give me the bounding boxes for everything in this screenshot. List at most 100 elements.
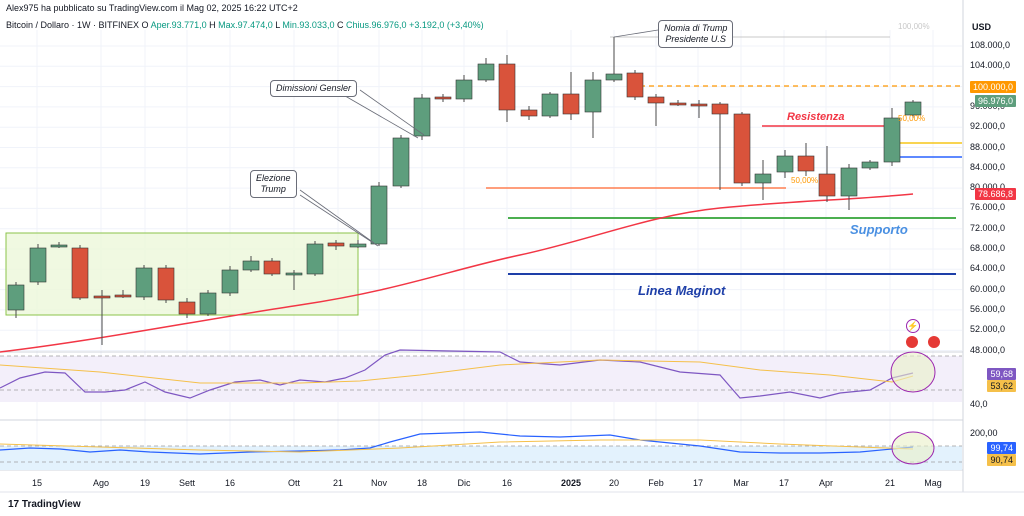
time-axis-tick: Feb <box>648 478 664 488</box>
candle-down <box>733 113 751 184</box>
time-axis-tick: 21 <box>884 478 896 488</box>
label-resistance[interactable]: Resistenza <box>787 111 845 123</box>
price-axis-tick: 52.000,0 <box>970 324 1006 335</box>
low-value: Min.93.033,0 <box>282 20 335 30</box>
candle-down <box>562 93 580 115</box>
candle-down <box>647 96 665 104</box>
time-axis-tick: 20 <box>608 478 620 488</box>
candle-up <box>7 284 25 311</box>
indicator-ma-line <box>0 439 914 453</box>
tag-last-price: 96.976,0 <box>974 95 1016 107</box>
time-axis-tick: 19 <box>139 478 151 488</box>
close-label: C <box>336 20 344 30</box>
candle-down <box>498 63 516 111</box>
time-axis-tick: Ott <box>287 478 301 488</box>
open-value: Aper.93.771,0 <box>150 20 207 30</box>
price-axis-tick: 64.000,0 <box>970 263 1006 274</box>
candle-down <box>818 173 836 197</box>
time-axis-tick: Mag <box>924 478 942 488</box>
price-axis-tick: 48.000,0 <box>970 344 1006 355</box>
candle-up <box>904 101 922 116</box>
candle-up <box>29 247 47 283</box>
tag-moving-average: 78.686,8 <box>974 188 1016 200</box>
candle-up <box>455 79 473 100</box>
publisher-line: Alex975 ha pubblicato su TradingView.com… <box>6 3 298 13</box>
price-axis-tick: 88.000,0 <box>970 141 1006 152</box>
price-axis-tick: 60.000,0 <box>970 283 1006 294</box>
candle-up <box>754 173 772 184</box>
candle-up <box>477 63 495 81</box>
time-axis-tick: 16 <box>224 478 236 488</box>
callout-election[interactable]: Elezione Trump <box>250 170 297 198</box>
tag-indicator-ma: 90,74 <box>987 454 1016 466</box>
faded-percent: 100,00% <box>898 22 930 31</box>
candle-down <box>797 155 815 172</box>
label-support[interactable]: Supporto <box>850 222 908 237</box>
price-axis-tick: 68.000,0 <box>970 243 1006 253</box>
candle-up <box>840 167 858 197</box>
tradingview-logo[interactable]: 17 TradingView <box>8 499 81 510</box>
candle-up <box>861 161 879 169</box>
time-axis-tick: 21 <box>332 478 344 488</box>
candle-down <box>71 247 89 299</box>
rsi-axis-tick: 40,0 <box>970 399 988 409</box>
tag-rsi: 59,68 <box>987 368 1016 380</box>
time-axis-tick: Mar <box>733 478 749 488</box>
candle-up <box>584 79 602 113</box>
price-axis-tick: 92.000,0 <box>970 121 1006 132</box>
candle-down <box>263 260 281 275</box>
price-axis-tick: 84.000,0 <box>970 161 1006 172</box>
candle-up <box>242 260 260 271</box>
open-label: O <box>141 20 149 30</box>
time-axis-tick: Apr <box>818 478 834 488</box>
callout-connector <box>339 92 419 139</box>
time-axis-tick: Dic <box>457 478 471 488</box>
candle-down <box>114 294 132 298</box>
currency-label[interactable]: USD <box>972 22 992 32</box>
us-flag-event-icon[interactable] <box>906 336 918 348</box>
price-axis-tick: 104.000,0 <box>970 60 1011 71</box>
candle-up <box>776 155 794 173</box>
candle-up <box>605 73 623 81</box>
time-axis-tick: 15 <box>31 478 43 488</box>
candle-up <box>306 243 324 275</box>
rsi-band <box>0 356 962 402</box>
lightning-event-icon[interactable]: ⚡ <box>906 319 920 333</box>
candle-up <box>349 243 367 248</box>
time-axis-tick: 17 <box>692 478 704 488</box>
indicator-axis-tick: 200,00 <box>970 428 998 438</box>
indicator-line <box>0 431 914 455</box>
fib-50-upper: 50,00% <box>898 114 926 123</box>
tv-logo-icon: 17 <box>8 499 20 510</box>
candle-down <box>711 103 729 115</box>
callout-gensler[interactable]: Dimissioni Gensler <box>270 80 358 97</box>
candle-up <box>883 117 901 163</box>
price-axis-tick: 80.000,0 <box>970 182 1005 192</box>
symbol-name[interactable]: Bitcoin / Dollaro · 1W · BITFINEX <box>6 20 140 30</box>
low-label: L <box>275 20 280 30</box>
candle-up <box>221 269 239 294</box>
indicator-band <box>0 446 962 470</box>
price-axis-tick: 72.000,0 <box>970 222 1006 233</box>
price-axis-tick: 108.000,0 <box>970 40 1011 50</box>
candle-up <box>413 97 431 137</box>
callout-connector <box>359 89 425 136</box>
callout-trump-nomination[interactable]: Nomia di Trump Presidente U.S <box>658 20 734 48</box>
rsi-ma-line <box>0 359 914 384</box>
label-maginot[interactable]: Linea Maginot <box>638 283 726 298</box>
time-axis-tick: 16 <box>501 478 513 488</box>
change-value: +3.192,0 (+3,40%) <box>409 20 484 30</box>
candle-up <box>199 292 217 315</box>
moving-average-line <box>0 193 914 353</box>
indicator-highlight-ellipse <box>891 431 935 465</box>
time-axis-tick: 18 <box>416 478 428 488</box>
candle-down <box>626 72 644 98</box>
tag-100k: 100.000,0 <box>969 81 1016 93</box>
us-flag-event-icon-2[interactable] <box>928 336 940 348</box>
callout-connector <box>299 189 375 244</box>
high-label: H <box>209 20 216 30</box>
tag-indicator: 99,74 <box>987 442 1016 454</box>
time-axis-tick: 17 <box>778 478 790 488</box>
candle-up <box>541 93 559 117</box>
